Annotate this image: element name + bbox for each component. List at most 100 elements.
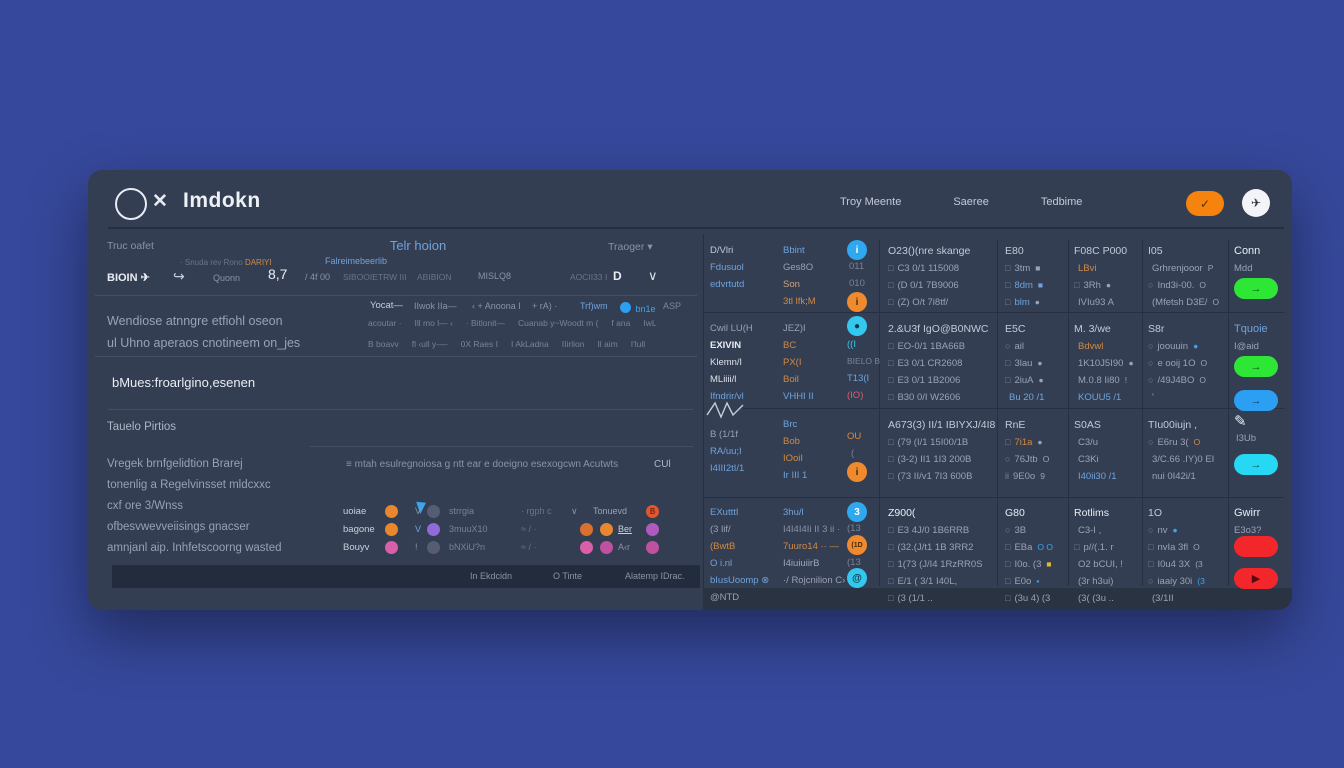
table-row[interactable]: ○ nv ●: [1148, 522, 1228, 539]
table-row[interactable]: Bu 20 /1: [1009, 392, 1045, 403]
sort-dropdown[interactable]: Traoger ▾: [608, 241, 653, 253]
row-label[interactable]: (BwtB: [710, 541, 736, 552]
table-row[interactable]: □ B30 0/I W2606: [888, 389, 1000, 406]
pencil-icon[interactable]: ✎: [1234, 413, 1247, 430]
undo-icon[interactable]: ↪: [173, 268, 185, 284]
table-row[interactable]: IVIu93 A: [1078, 297, 1114, 308]
table-row[interactable]: □ E/1 ( 3/1 I40L,: [888, 573, 1000, 590]
table-row[interactable]: □ (32.(J/t1 1B 3RR2: [888, 539, 1000, 556]
bar-item[interactable]: In Ekdcidn: [470, 571, 513, 581]
table-row[interactable]: □ (3 (1/1 ..: [888, 590, 1000, 607]
table-row[interactable]: (3/1II: [1152, 593, 1174, 604]
table-row[interactable]: □ 8dm ■: [1005, 277, 1067, 294]
row-label[interactable]: Cwil LU(H: [710, 323, 753, 334]
table-row[interactable]: ○ iaaiy 30i (3: [1148, 573, 1228, 590]
table-row[interactable]: LBvi: [1078, 263, 1097, 274]
table-row[interactable]: □ (79 (I/1 15I00/1B: [888, 434, 1000, 451]
table-row[interactable]: ii 9E0o 9: [1005, 468, 1067, 485]
table-row[interactable]: (3( (3u ..: [1078, 593, 1114, 604]
close-icon[interactable]: ✕: [152, 191, 168, 212]
table-row[interactable]: □ I0u4 3X (3: [1148, 556, 1228, 573]
table-row[interactable]: I40ii30 /1: [1078, 471, 1117, 482]
d-badge-icon[interactable]: D: [613, 269, 622, 283]
row-label[interactable]: bIusUoomp ⊗: [710, 575, 770, 586]
table-row[interactable]: ': [1152, 392, 1154, 403]
table-row[interactable]: □ E0o ▪: [1005, 573, 1067, 590]
vee-check-icon[interactable]: ∨: [648, 268, 658, 283]
table-row[interactable]: KOUU5 /1: [1078, 392, 1122, 403]
table-row[interactable]: ○ Ind3i-00. O: [1148, 277, 1228, 294]
inline-input[interactable]: ≡ mtah esulregnoiosa g ntt ear e doeigno…: [346, 459, 619, 470]
table-row[interactable]: □ 3tm ■: [1005, 260, 1067, 277]
table-row[interactable]: □ (3-2) II1 1I3 200B: [888, 451, 1000, 468]
row-label[interactable]: B (1/1f: [710, 429, 738, 440]
row-label[interactable]: Ifndrir/vl: [710, 391, 744, 402]
table-row[interactable]: □ 1(73 (J/I4 1RzRR0S: [888, 556, 1000, 573]
avatar-icon[interactable]: i: [847, 240, 867, 260]
table-row[interactable]: □ (D 0/1 7B9006: [888, 277, 1000, 294]
avatar-icon[interactable]: ●: [847, 316, 867, 336]
row-label[interactable]: I4III2tI/1: [710, 463, 745, 474]
breadcrumb[interactable]: Yocat—: [370, 300, 403, 311]
table-row[interactable]: □ EO-0/1 1BA66B: [888, 338, 1000, 355]
table-row[interactable]: 3/C.66 .IY)0 EI: [1152, 454, 1215, 465]
table-row[interactable]: (Mfetsh D3E/O: [1152, 297, 1220, 308]
row-label[interactable]: (3 lif/: [710, 524, 731, 535]
breadcrumb-item[interactable]: + rA) ·: [532, 301, 558, 311]
table-row[interactable]: ○ ail: [1005, 338, 1067, 355]
table-row[interactable]: nui 0I42i/1: [1152, 471, 1196, 482]
count-circle-icon[interactable]: 3: [847, 502, 867, 522]
table-row[interactable]: □ 3lau ●: [1005, 355, 1067, 372]
table-row[interactable]: □ EBa O O: [1005, 539, 1067, 556]
table-row[interactable]: □ nvIa 3fl O: [1148, 539, 1228, 556]
row-label[interactable]: RA/uu;I: [710, 446, 742, 457]
row-label[interactable]: D/Vlri: [710, 245, 734, 256]
table-row[interactable]: □ E3 0/1 CR2608: [888, 355, 1000, 372]
nav-link[interactable]: Saeree: [953, 196, 989, 208]
bar-item[interactable]: O Tinte: [553, 571, 583, 581]
table-row[interactable]: ○ e ooij 1O O: [1148, 355, 1228, 372]
confirm-button[interactable]: →: [1234, 278, 1278, 299]
option-row[interactable]: bagone V 3muuX10 ≈ / · Ber: [343, 522, 693, 540]
nav-link[interactable]: Tedbime: [1040, 196, 1083, 208]
row-label[interactable]: Fdusuol: [710, 262, 744, 273]
confirm-button[interactable]: →: [1234, 356, 1278, 377]
table-row[interactable]: C3-I ,: [1078, 525, 1102, 536]
table-row[interactable]: □ p//(.1. r: [1074, 539, 1140, 556]
table-row[interactable]: Grhrenjooor P: [1152, 263, 1214, 274]
profile-button[interactable]: ✈: [1242, 189, 1270, 217]
row-label[interactable]: EXutttI: [710, 507, 739, 518]
table-row[interactable]: ○ 76Jtb O: [1005, 451, 1067, 468]
table-row[interactable]: (3r h3ui): [1078, 576, 1114, 587]
breadcrumb-item[interactable]: ‹ + Anoona I: [472, 301, 521, 311]
table-row[interactable]: C3/u: [1078, 437, 1099, 448]
avatar-icon[interactable]: i: [847, 462, 867, 482]
send-button[interactable]: →: [1234, 390, 1278, 411]
table-row[interactable]: □ I0o. (3 ■: [1005, 556, 1067, 573]
row-label[interactable]: EXIVIN: [710, 340, 742, 351]
row-label[interactable]: @NTD: [710, 592, 740, 603]
avatar-icon[interactable]: i: [847, 292, 867, 312]
count-circle-icon[interactable]: (1D: [847, 535, 867, 555]
delete-button[interactable]: ▶: [1234, 568, 1278, 589]
table-row[interactable]: ○/49J4BO O: [1148, 372, 1228, 389]
table-row[interactable]: □ E3 4J/0 1B6RRB: [888, 522, 1000, 539]
table-row[interactable]: □ (3u 4) (3: [1005, 590, 1067, 607]
table-row[interactable]: □ 2iuA ●: [1005, 372, 1067, 389]
table-row[interactable]: Bdvwl: [1078, 341, 1104, 352]
table-row[interactable]: C3Ki: [1078, 454, 1099, 465]
table-row[interactable]: 1K10J5I90 ●: [1078, 358, 1134, 369]
table-row[interactable]: □ blm ●: [1005, 294, 1067, 311]
table-row[interactable]: ○ joouuin ●: [1148, 338, 1228, 355]
table-row[interactable]: □ (Z) O/t 7i8tf/: [888, 294, 1000, 311]
table-row[interactable]: O2 bCUI, !: [1078, 559, 1123, 570]
row-label[interactable]: edvrtutd: [710, 279, 745, 290]
breadcrumb-item[interactable]: Trf)wm: [580, 301, 608, 311]
info-button[interactable]: →: [1234, 454, 1278, 475]
table-row[interactable]: □ C3 0/1 115008: [888, 260, 1000, 277]
table-row[interactable]: □ (73 II/v1 7I3 600B: [888, 468, 1000, 485]
sub-link[interactable]: Falreimebeerlib: [325, 256, 388, 266]
table-row[interactable]: □ 7i1a ●: [1005, 434, 1067, 451]
row-label[interactable]: O i.nl: [710, 558, 733, 569]
nav-link[interactable]: Troy Meente: [840, 196, 902, 208]
